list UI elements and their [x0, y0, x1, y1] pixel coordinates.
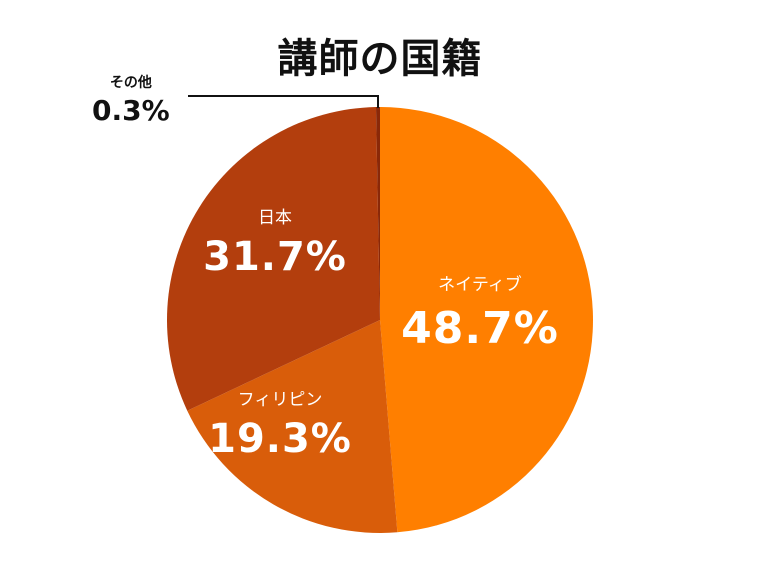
- slice-name-japan: 日本: [258, 208, 292, 228]
- slice-value-philippines: 19.3%: [208, 416, 352, 462]
- slice-value-native: 48.7%: [401, 303, 559, 354]
- slice-label-japan: 日本 31.7%: [200, 203, 350, 280]
- pie-slices: [167, 106, 594, 533]
- pie-slice-0: [380, 106, 594, 533]
- slice-name-native: ネイティブ: [438, 275, 522, 295]
- pie-slice-1: [187, 320, 398, 533]
- slice-name-other: その他: [109, 75, 152, 91]
- slice-label-native: ネイティブ 48.7%: [395, 270, 565, 354]
- slice-name-philippines: フィリピン: [237, 390, 323, 410]
- slice-value-japan: 31.7%: [203, 234, 347, 280]
- pie-slice-3: [375, 107, 380, 320]
- slice-label-philippines: フィリピン 19.3%: [205, 385, 355, 462]
- chart-title: 講師の国籍: [277, 36, 483, 82]
- pie-slice-2: [167, 107, 380, 411]
- slice-value-other: 0.3%: [92, 94, 170, 127]
- slice-label-other: その他 0.3%: [92, 72, 170, 127]
- other-leader-line: [188, 95, 379, 108]
